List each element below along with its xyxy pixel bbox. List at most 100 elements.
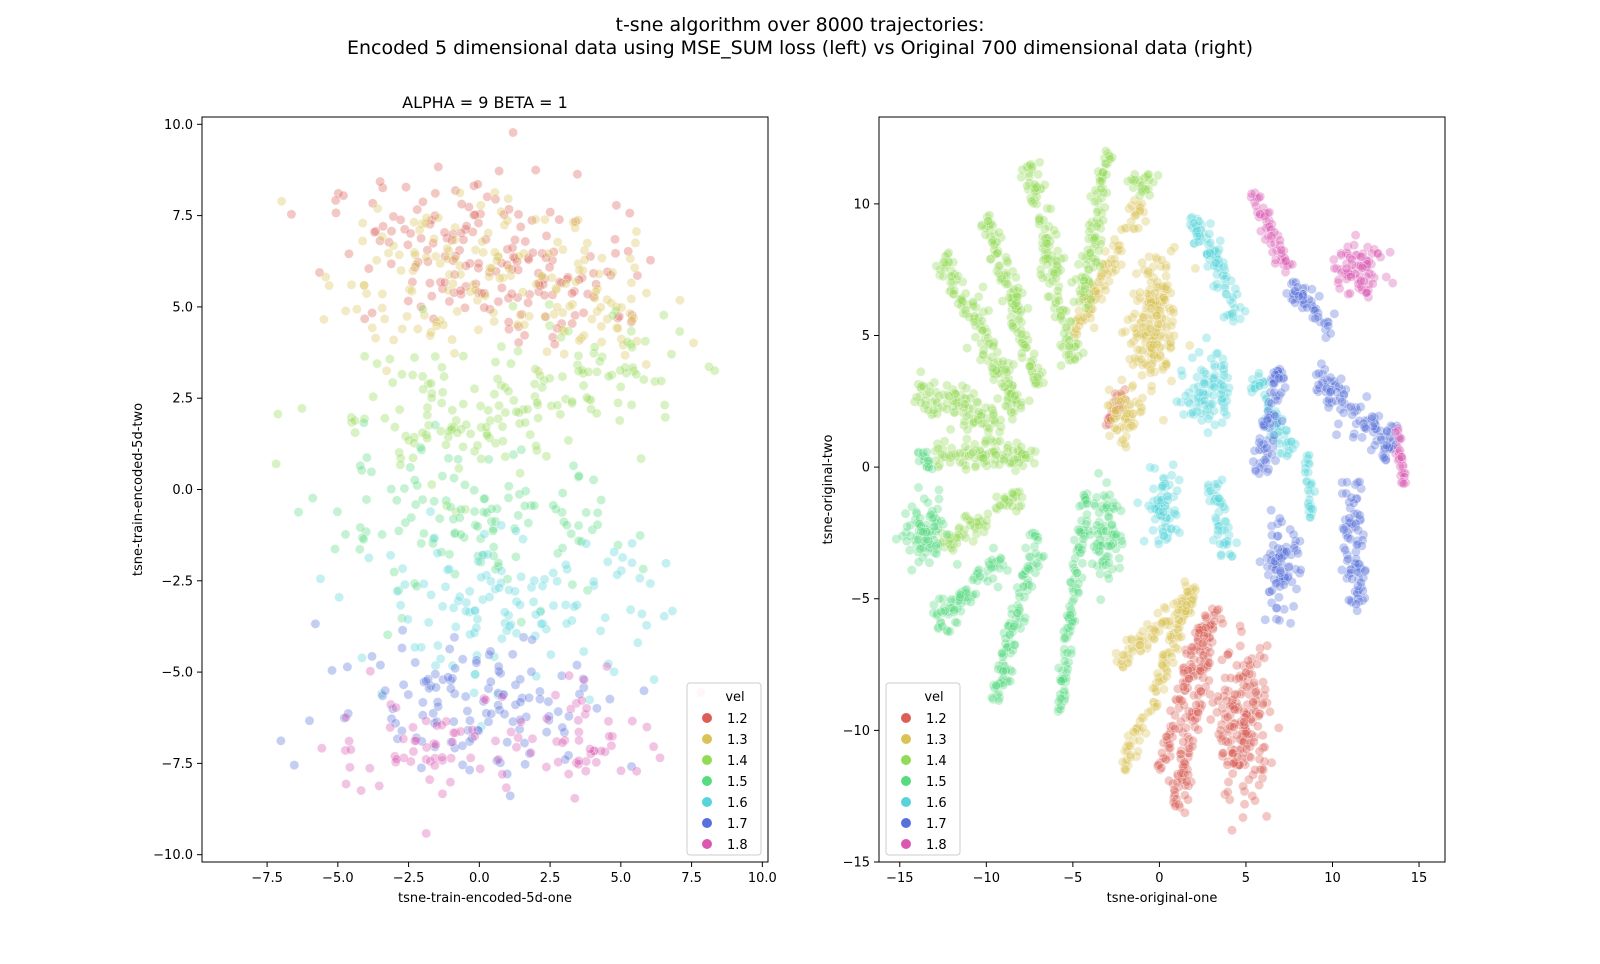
data-point [503, 492, 514, 503]
data-point [1197, 638, 1208, 649]
data-point [674, 326, 685, 337]
data-point [1172, 597, 1182, 608]
data-point [350, 427, 360, 438]
data-point [1017, 288, 1028, 298]
data-point [1180, 790, 1190, 801]
data-point [933, 443, 943, 454]
data-point [496, 206, 506, 217]
data-point [1168, 459, 1179, 470]
data-point [398, 679, 409, 690]
data-point [567, 579, 578, 590]
data-point [597, 351, 608, 362]
data-point [430, 739, 441, 750]
data-point [346, 417, 357, 428]
data-point [418, 579, 429, 589]
data-point [1333, 418, 1344, 429]
data-point [951, 274, 962, 285]
data-point [1166, 246, 1176, 256]
data-point [371, 255, 382, 266]
data-point [611, 200, 622, 211]
data-point [939, 606, 950, 616]
data-point [1082, 509, 1092, 520]
data-point [1153, 759, 1164, 770]
data-point [570, 276, 581, 287]
data-point [999, 493, 1010, 504]
data-point [709, 365, 720, 376]
data-point [992, 436, 1002, 447]
data-point [1051, 273, 1061, 284]
data-point [564, 301, 575, 312]
data-point [1137, 370, 1147, 381]
data-point [541, 713, 552, 724]
data-point [1247, 791, 1258, 801]
data-point [1188, 583, 1199, 594]
data-point [409, 217, 419, 228]
data-point [422, 410, 433, 420]
data-point [456, 199, 467, 209]
data-point [574, 265, 585, 275]
data-point [1159, 531, 1169, 541]
data-point [433, 701, 443, 712]
x-tick-label: −7.5 [251, 871, 283, 886]
data-point [1227, 768, 1238, 779]
data-point [470, 245, 481, 255]
data-point [602, 556, 613, 567]
data-point [561, 618, 572, 629]
data-point [506, 288, 517, 299]
data-point [529, 379, 540, 389]
x-tick-label: 7.5 [681, 871, 702, 886]
data-point [948, 401, 959, 412]
data-point [1346, 254, 1357, 265]
data-point [1179, 757, 1190, 768]
data-point [946, 594, 957, 605]
data-point [472, 521, 483, 532]
data-point [588, 291, 599, 302]
data-point [1199, 377, 1210, 388]
data-point [533, 286, 544, 297]
data-point [569, 793, 580, 804]
data-point [616, 302, 627, 313]
data-point [613, 397, 623, 408]
data-point [1087, 233, 1098, 243]
data-point [1171, 396, 1182, 407]
data-point [915, 366, 926, 377]
data-point [1254, 780, 1264, 790]
series-1-4 [909, 146, 1163, 555]
data-point [1161, 671, 1172, 682]
data-point [570, 310, 580, 321]
data-point [405, 228, 416, 239]
right-chart: −15 −10 −5 0 5 10 15−15−10−50510tsne-original-… [821, 116, 1446, 906]
data-point [1098, 215, 1108, 226]
data-point [645, 578, 656, 589]
data-point [497, 691, 507, 702]
y-tick-label: −15 [843, 856, 870, 871]
data-point [421, 252, 432, 263]
data-point [588, 268, 599, 279]
data-point [1143, 184, 1154, 194]
data-point [625, 253, 636, 264]
data-point [1017, 449, 1027, 459]
data-point [452, 427, 463, 438]
data-point [1207, 398, 1218, 409]
data-point [981, 521, 992, 532]
data-point [475, 763, 486, 774]
data-point [582, 392, 592, 403]
data-point [361, 494, 372, 505]
data-point [496, 566, 507, 576]
data-point [475, 401, 486, 411]
data-point [1141, 728, 1151, 739]
data-point [1222, 787, 1233, 797]
data-point [514, 489, 525, 500]
data-point [1131, 268, 1142, 279]
data-point [1114, 244, 1125, 255]
data-point [588, 474, 599, 485]
data-point [536, 619, 547, 629]
data-point [417, 697, 428, 708]
data-point [997, 648, 1007, 659]
data-point [454, 245, 465, 256]
data-point [1169, 330, 1179, 341]
left-chart: −7.5 −5.0 −2.5 0.0 2.5 5.0 7.5 10.0−10.0−7.5−5.… [131, 93, 777, 906]
data-point [950, 389, 961, 399]
data-point [405, 462, 416, 473]
